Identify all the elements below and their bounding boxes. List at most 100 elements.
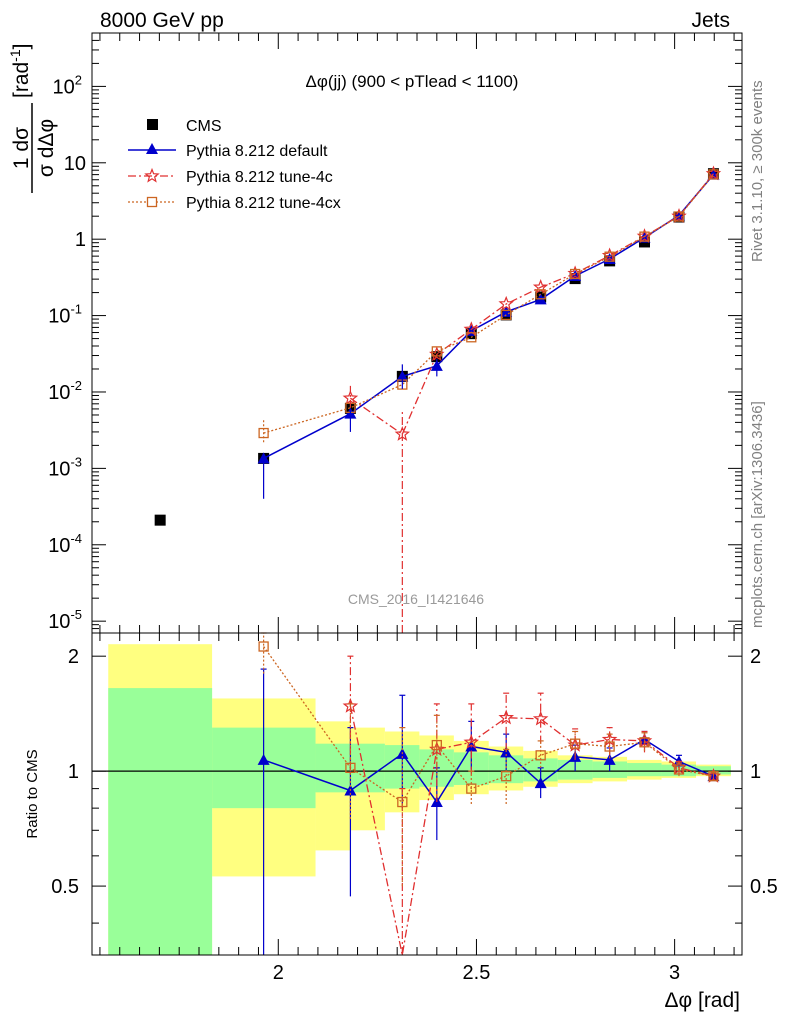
legend-entry-tune-4cx: Pythia 8.212 tune-4cx [128,195,341,212]
ylabel-frac-bottom: σ dΔφ [35,119,58,177]
marker-tune-4cx [604,251,615,262]
y-tick-label: 10-5 [48,607,82,633]
marker-tune-4c [532,710,549,726]
band-green [108,688,213,955]
legend-label-default: Pythia 8.212 default [186,143,328,160]
ratio-line-1 [263,738,714,804]
marker-tune-4c [498,709,515,725]
marker-tune-4cx [535,750,546,761]
marker-tune-4cx [639,231,650,242]
ratio-tick-label: 0.5 [51,876,79,898]
marker-tune-4cx [569,738,581,749]
y-tick-exp: 2 [75,72,82,87]
legend-star-shape [144,167,160,183]
marker-cms [154,514,166,526]
rivet-label: Rivet 3.1.10, ≥ 300k events [749,80,766,262]
x-tick-label: 3 [669,962,680,984]
y-tick-exp: -4 [70,531,82,546]
y-tick-base: 10 [48,382,70,404]
ratio-tick-label-right: 2 [750,646,761,668]
y-tick-exp: -3 [70,454,82,469]
legend-marker-tune-4c [144,167,160,183]
x-tick-label: 2.5 [463,962,491,984]
legend-entry-default: Pythia 8.212 default [128,143,328,160]
legend-label-tune-4cx: Pythia 8.212 tune-4cx [186,195,341,212]
y-tick-base: 10 [64,153,86,175]
ratio-tick-label-right: 0.5 [750,876,778,898]
marker-tune-4cx [431,346,442,357]
y-tick-label: 10-1 [48,302,82,328]
marker-tune-4cx [466,332,477,343]
ratio-series-3 [258,632,719,887]
legend: CMS Pythia 8.212 default Pythia 8.212 tu… [128,118,341,212]
y-tick-exp: -2 [70,378,82,393]
y-tick-label: 10-3 [48,454,82,480]
y-axis-label: 1 dσ σ dΔφ [rad-1] [7,44,58,193]
y-tick-label: 10 [64,153,86,175]
marker-tune-4cx [673,211,685,222]
ratio-panel: 0.5 0.5 1 1 2 2 2 2.5 3 Ratio to CMS Δφ [rad] [24,632,778,1012]
legend-entry-cms: CMS [147,118,222,135]
y-tick-label: 1 [75,229,86,251]
marker-tune-4cx [708,771,719,782]
marker-tune-4cx [501,309,512,321]
ratio-line-3 [263,646,714,803]
marker-tune-4cx [397,796,408,808]
marker-default [500,305,513,317]
y-tick-exp: -5 [70,607,82,622]
ylabel-unit: [rad-1] [7,44,33,98]
series-1 [257,168,720,464]
y-tick-base: 1 [75,229,86,251]
marker-tune-4cx [501,771,512,782]
marker-tune-4cx [673,764,685,775]
y-tick-label: 10-2 [48,378,82,404]
header-left-label: 8000 GeV pp [100,9,224,32]
marker-tune-4cx [569,268,581,280]
marker-tune-4cx [535,289,546,300]
y-tick-base: 10 [53,76,75,98]
ylabel-unit-open: [rad [10,62,33,98]
mcplots-label: mcplots.cern.ch [arXiv:1306.3436] [749,401,766,628]
marker-default [603,753,616,765]
ratio-tick-label: 2 [68,646,79,668]
legend-entry-tune-4c: Pythia 8.212 tune-4c [128,167,333,186]
legend-marker-default [146,143,158,154]
series-line-2 [350,173,715,436]
y-tick-label: 102 [53,72,82,98]
y-tick-base: 10 [48,611,70,633]
marker-tune-4cx [639,737,650,748]
ylabel-frac-top: 1 dσ [10,127,33,169]
ylabel-unit-sup: -1 [7,49,23,62]
y-tick-label: 10-4 [48,531,82,557]
chart-title: Δφ(jj) (900 < pTlead < 1100) [306,72,519,91]
y-tick-base: 10 [48,458,70,480]
marker-tune-4cx [708,169,719,180]
marker-tune-4cx [431,739,442,751]
legend-label-cms: CMS [186,118,222,135]
marker-tune-4cx [258,641,269,652]
ratio-tick-label: 1 [68,761,79,783]
ylabel-unit-close: ] [10,44,33,50]
watermark: CMS_2016_I1421646 [348,591,484,607]
band-green [627,763,662,777]
x-tick-label: 2 [273,962,284,984]
marker-default [534,777,547,789]
legend-marker-tune-4cx [146,196,158,208]
y-tick-base: 10 [48,306,70,328]
ratio-ylabel: Ratio to CMS [24,749,41,838]
marker-tune-4cx [345,762,356,773]
x-axis-label: Δφ [rad] [665,989,741,1012]
marker-tune-4cx [604,741,615,752]
legend-label-tune-4c: Pythia 8.212 tune-4c [186,169,333,186]
marker-tune-4cx [466,783,477,794]
y-tick-exp: -1 [70,302,82,317]
marker-tune-4c [498,295,515,311]
y-tick-base: 10 [48,535,70,557]
marker-tune-4c [463,734,480,749]
legend-marker-cms [147,119,158,130]
band-green [350,743,385,793]
series-line-3 [263,173,715,434]
header-right-label: Jets [691,9,730,32]
